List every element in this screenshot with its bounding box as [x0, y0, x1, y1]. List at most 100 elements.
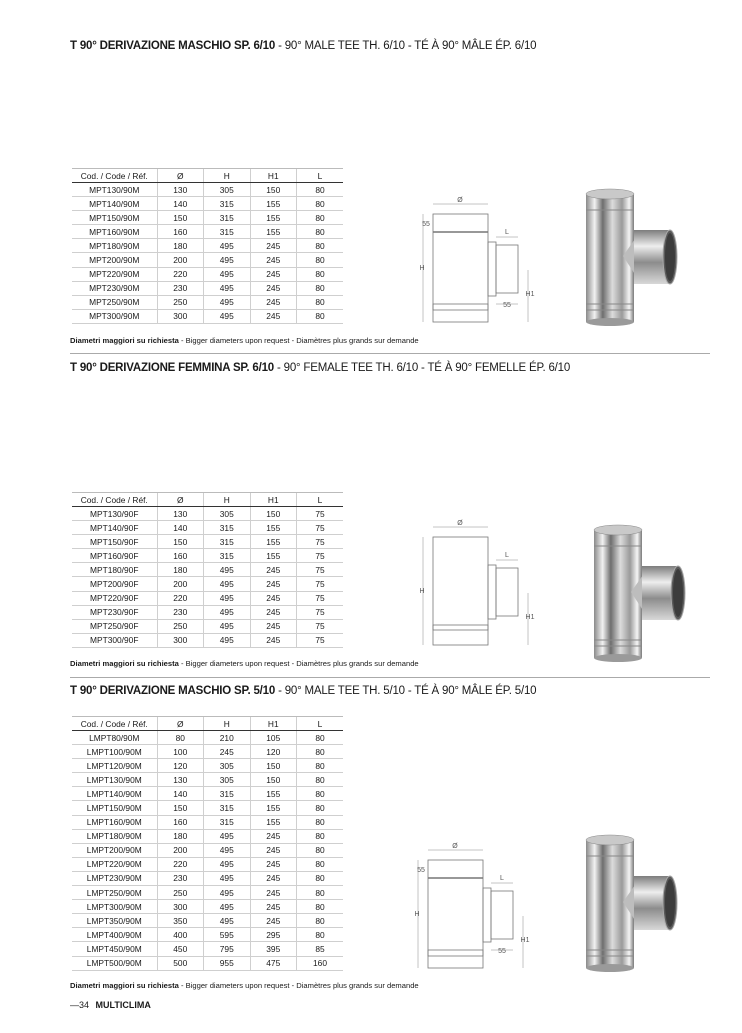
table-cell: 220: [156, 857, 204, 872]
table-cell: MPT150/90M: [72, 210, 157, 226]
section-title: T 90° DERIVAZIONE FEMMINA SP. 6/10 - 90°…: [70, 362, 570, 374]
table-cell: 495: [203, 619, 250, 634]
table-cell: 230: [156, 871, 204, 887]
table-cell: 495: [203, 281, 250, 296]
table-cell: LMPT140/90M: [72, 786, 157, 802]
table-cell: 80: [296, 871, 343, 887]
availability-note: Diametri maggiori su richiesta - Bigger …: [70, 659, 419, 668]
table-cell: MPT220/90F: [72, 591, 157, 606]
table-cell: 475: [249, 956, 297, 971]
table-cell: 245: [249, 295, 297, 310]
dimensions-table: Cod. / Code / Réf. Ø H H1 L LMPT80/90M 80 210 10…: [72, 716, 343, 971]
section-divider: [70, 353, 710, 354]
table-cell: 315: [203, 520, 250, 536]
table-cell: LMPT150/90M: [72, 800, 157, 816]
table-row: MPT150/90M 150 315 155 80: [72, 210, 343, 226]
table-cell: 105: [249, 730, 297, 746]
table-cell: 80: [296, 885, 343, 901]
availability-note: Diametri maggiori su richiesta - Bigger …: [70, 981, 419, 990]
table-cell: 245: [249, 633, 297, 648]
table-cell: 160: [156, 815, 204, 830]
column-header: Cod. / Code / Réf.: [72, 168, 157, 183]
table-cell: 305: [203, 758, 250, 774]
table-cell: 160: [296, 956, 343, 971]
column-header: Ø: [156, 168, 204, 183]
column-header: Cod. / Code / Réf.: [72, 492, 157, 507]
table-cell: 130: [156, 506, 204, 522]
table-cell: 245: [249, 871, 297, 887]
note-bold: Diametri maggiori su richiesta: [70, 336, 179, 345]
column-header: H: [203, 168, 250, 183]
table-cell: 450: [156, 941, 204, 957]
table-cell: 80: [296, 843, 343, 858]
table-cell: 245: [249, 899, 297, 915]
table-cell: 245: [249, 238, 297, 254]
table-cell: 80: [296, 309, 343, 324]
table-cell: 955: [203, 956, 250, 971]
table-cell: 795: [203, 941, 250, 957]
column-header: H: [203, 716, 250, 731]
table-cell: LMPT100/90M: [72, 744, 157, 760]
table-row: LMPT250/90M 250 495 245 80: [72, 885, 343, 901]
table-cell: 245: [249, 843, 297, 858]
table-cell: 495: [203, 309, 250, 324]
section-title-translations: - 90° MALE TEE TH. 6/10 - TÉ À 90° MÂLE …: [275, 40, 537, 52]
table-cell: 315: [203, 534, 250, 550]
table-cell: 245: [249, 857, 297, 872]
table-cell: 80: [296, 758, 343, 774]
table-cell: LMPT250/90M: [72, 885, 157, 901]
table-row: MPT140/90F 140 315 155 75: [72, 520, 343, 536]
table-cell: 80: [296, 899, 343, 915]
table-cell: 220: [156, 591, 204, 606]
table-cell: 80: [296, 800, 343, 816]
table-cell: 495: [203, 605, 250, 620]
table-cell: 305: [203, 506, 250, 522]
table-cell: 75: [296, 619, 343, 634]
table-row: MPT220/90M 220 495 245 80: [72, 267, 343, 282]
page-number: —34: [70, 1000, 90, 1010]
table-cell: 495: [203, 576, 250, 592]
table-cell: 120: [249, 744, 297, 760]
table-cell: 80: [296, 224, 343, 240]
table-cell: 495: [203, 238, 250, 254]
table-cell: 400: [156, 927, 204, 943]
height-label: H: [419, 588, 424, 595]
table-row: MPT150/90F 150 315 155 75: [72, 534, 343, 550]
table-cell: MPT150/90F: [72, 534, 157, 550]
table-cell: 155: [249, 534, 297, 550]
table-row: LMPT300/90M 300 495 245 80: [72, 899, 343, 915]
table-cell: 300: [156, 899, 204, 915]
column-header: L: [296, 492, 343, 507]
section-title-bold: T 90° DERIVAZIONE MASCHIO SP. 6/10: [70, 40, 276, 52]
table-row: LMPT200/90M 200 495 245 80: [72, 843, 343, 858]
table-cell: 245: [249, 619, 297, 634]
tee-technical-drawing: Ø L H H1 55 55: [419, 197, 535, 323]
column-header: H1: [249, 716, 297, 731]
table-cell: 305: [203, 772, 250, 788]
table-cell: 250: [156, 885, 204, 901]
table-cell: 80: [296, 267, 343, 282]
table-cell: 80: [296, 927, 343, 943]
table-row: LMPT150/90M 150 315 155 80: [72, 800, 343, 816]
table-row: LMPT180/90M 180 495 245 80: [72, 829, 343, 844]
table-cell: 495: [203, 871, 250, 887]
table-cell: 160: [156, 548, 204, 564]
table-row: MPT140/90M 140 315 155 80: [72, 196, 343, 212]
section-title-translations: - 90° MALE TEE TH. 5/10 - TÉ À 90° MÂLE …: [275, 685, 537, 697]
table-row: MPT160/90M 160 315 155 80: [72, 224, 343, 240]
table-cell: 155: [249, 800, 297, 816]
table-row: LMPT140/90M 140 315 155 80: [72, 786, 343, 802]
table-row: MPT220/90F 220 495 245 75: [72, 591, 343, 606]
table-cell: MPT200/90F: [72, 576, 157, 592]
note-translations: - Bigger diameters upon request - Diamèt…: [178, 659, 419, 668]
table-row: LMPT160/90M 160 315 155 80: [72, 815, 343, 830]
table-cell: 300: [156, 309, 204, 324]
table-cell: 155: [249, 210, 297, 226]
table-cell: 80: [296, 281, 343, 296]
table-cell: 140: [156, 520, 204, 536]
table-cell: 75: [296, 534, 343, 550]
section-title: T 90° DERIVAZIONE MASCHIO SP. 6/10 - 90°…: [70, 40, 537, 52]
table-cell: 495: [203, 885, 250, 901]
table-cell: 495: [203, 829, 250, 844]
table-header-row: Cod. / Code / Réf. Ø H H1 L: [72, 716, 343, 731]
